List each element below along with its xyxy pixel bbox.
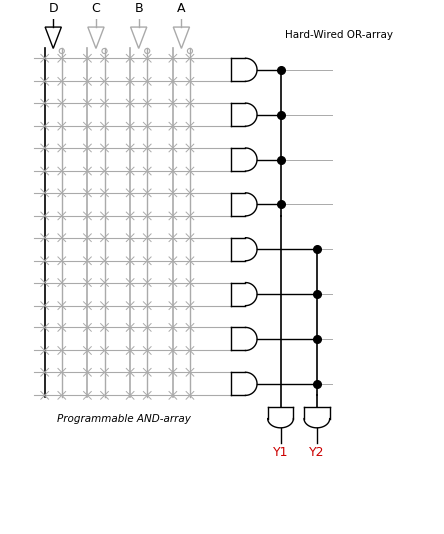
Text: A: A xyxy=(177,2,186,15)
Text: Programmable AND-array: Programmable AND-array xyxy=(57,414,190,423)
Text: D: D xyxy=(48,2,58,15)
Text: B: B xyxy=(135,2,143,15)
Text: Y2: Y2 xyxy=(309,446,325,459)
Text: C: C xyxy=(91,2,100,15)
Text: Hard-Wired OR-array: Hard-Wired OR-array xyxy=(285,30,393,40)
Text: Y1: Y1 xyxy=(273,446,288,459)
